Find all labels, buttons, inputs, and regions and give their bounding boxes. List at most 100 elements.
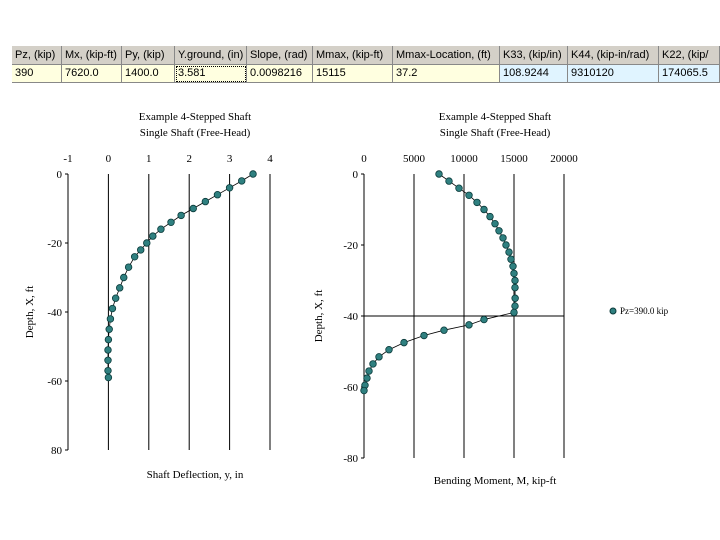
y-tick-label: 0 <box>353 169 359 181</box>
data-point <box>375 353 383 361</box>
x-tick-label: 20000 <box>550 153 578 165</box>
data-point <box>106 315 115 323</box>
column-header[interactable]: K33, (kip/in) <box>500 46 568 65</box>
data-point <box>167 218 175 226</box>
data-point <box>201 197 210 206</box>
data-point <box>440 326 448 334</box>
grid-cell[interactable]: 7620.0 <box>62 65 122 83</box>
data-point <box>120 273 128 282</box>
data-point <box>104 366 112 375</box>
grid-cell[interactable]: 9310120 <box>568 65 659 83</box>
y-tick-label: -80 <box>343 453 358 465</box>
x-tick-label: 0 <box>361 153 367 165</box>
data-point <box>511 276 519 285</box>
y-tick-label: -20 <box>343 240 358 252</box>
grid-cell[interactable]: 37.2 <box>393 65 500 83</box>
data-point <box>116 284 124 292</box>
chart-subtitle: Single Shaft (Free-Head) <box>140 127 251 139</box>
grid-cell[interactable]: 15115 <box>313 65 393 83</box>
data-point <box>249 170 257 178</box>
data-point <box>105 325 113 333</box>
y-tick-label: -20 <box>47 238 62 250</box>
data-point <box>511 283 519 292</box>
data-point <box>495 227 503 235</box>
grid-cell[interactable]: 0.0098216 <box>247 65 313 83</box>
chart-subtitle: Single Shaft (Free-Head) <box>440 127 551 139</box>
data-point <box>491 219 499 228</box>
data-point <box>505 248 513 256</box>
data-point <box>445 177 453 185</box>
data-point <box>130 253 139 261</box>
data-point <box>511 294 519 302</box>
x-tick-label: 3 <box>227 153 233 165</box>
y-tick-label: -60 <box>47 376 62 388</box>
data-point <box>104 346 112 354</box>
grid-cell[interactable]: 3.581 <box>175 65 247 83</box>
data-point <box>189 204 197 213</box>
data-point <box>480 205 488 214</box>
legend-label: Pz=390.0 kip <box>620 306 669 316</box>
y-axis-label: Depth, X, ft <box>313 290 325 343</box>
x-tick-label: 15000 <box>500 153 528 165</box>
column-header[interactable]: Mmax, (kip-ft) <box>313 46 393 65</box>
grid-cell[interactable]: 174065.5 <box>659 65 720 83</box>
column-header[interactable]: Mx, (kip-ft) <box>62 46 122 65</box>
data-point <box>213 190 222 199</box>
data-point <box>365 367 373 375</box>
series-line <box>107 173 254 378</box>
x-tick-label: 5000 <box>403 153 426 165</box>
data-point <box>486 212 494 221</box>
data-point <box>499 234 507 242</box>
data-point <box>108 304 117 313</box>
y-tick-label: -60 <box>343 382 358 394</box>
data-point <box>104 356 112 364</box>
data-point <box>502 241 510 249</box>
data-point <box>510 308 518 317</box>
data-point <box>360 386 368 395</box>
x-tick-label: -1 <box>63 153 72 165</box>
charts: Example 4-Stepped Shaft Single Shaft (Fre… <box>24 111 669 487</box>
column-header[interactable]: Py, (kip) <box>122 46 175 65</box>
grid-cell[interactable]: 108.9244 <box>500 65 568 83</box>
data-point <box>177 211 185 220</box>
data-point <box>225 184 234 192</box>
data-point <box>137 246 145 254</box>
column-header[interactable]: Pz, (kip) <box>12 46 62 65</box>
data-point <box>369 360 377 368</box>
data-point <box>104 335 113 344</box>
data-point <box>149 232 157 240</box>
data-point <box>385 346 393 354</box>
series-line <box>363 173 516 391</box>
grid-cell[interactable]: 390 <box>12 65 62 83</box>
data-point <box>157 225 165 233</box>
chart-title: Example 4-Stepped Shaft <box>139 111 251 123</box>
column-header[interactable]: Slope, (rad) <box>247 46 313 65</box>
x-tick-label: 1 <box>146 153 152 165</box>
data-point <box>465 191 473 199</box>
grid-cell[interactable]: 1400.0 <box>122 65 175 83</box>
data-point <box>465 321 473 329</box>
data-point <box>473 198 481 207</box>
data-point <box>400 338 408 347</box>
x-tick-label: 10000 <box>450 153 478 165</box>
y-axis-label: Depth, X, ft <box>24 286 36 339</box>
x-tick-label: 0 <box>106 153 112 165</box>
data-point <box>420 331 428 340</box>
legend-marker <box>609 307 617 315</box>
data-point <box>509 262 517 270</box>
data-point <box>507 255 515 263</box>
data-point <box>143 239 151 247</box>
x-tick-label: 4 <box>267 153 273 165</box>
x-axis-label: Shaft Deflection, y, in <box>147 469 244 481</box>
column-header[interactable]: Mmax-Location, (ft) <box>393 46 500 65</box>
x-axis-label: Bending Moment, M, kip-ft <box>434 475 557 487</box>
data-point <box>111 294 120 302</box>
data-point <box>511 302 519 310</box>
column-header[interactable]: K44, (kip-in/rad) <box>568 46 659 65</box>
column-header[interactable]: Y.ground, (in) <box>175 46 247 65</box>
data-point <box>455 184 463 192</box>
data-point <box>480 315 488 324</box>
data-point <box>510 269 518 278</box>
data-point <box>435 170 443 178</box>
